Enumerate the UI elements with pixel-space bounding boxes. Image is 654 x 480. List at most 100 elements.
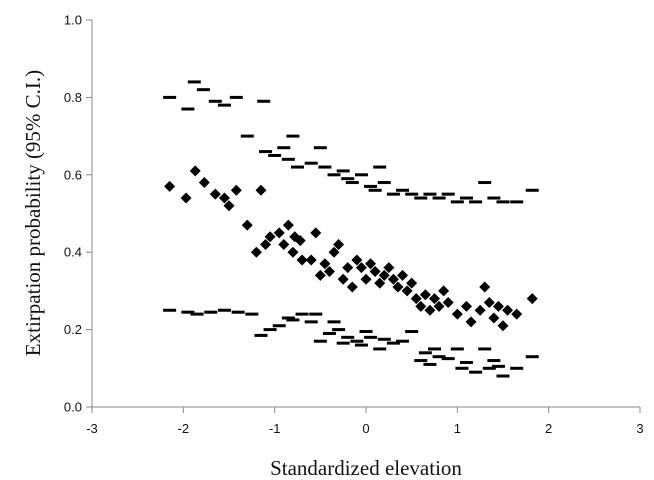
lower-ci-mark (295, 312, 309, 316)
estimate-point (360, 273, 372, 285)
x-tick-label: 1 (454, 421, 461, 436)
upper-ci-mark (187, 80, 201, 84)
estimate-point (497, 320, 509, 332)
estimate-point (346, 281, 358, 293)
estimate-point (460, 300, 472, 312)
upper-ci-mark (208, 99, 222, 103)
data-marks (163, 80, 539, 378)
upper-ci-mark (257, 99, 271, 103)
estimate-point (223, 200, 235, 212)
upper-ci-mark (478, 181, 492, 185)
upper-ci-mark (291, 165, 304, 169)
estimate-point (328, 246, 340, 258)
upper-ci-mark (364, 184, 378, 188)
estimate-point (387, 273, 399, 285)
lower-ci-mark (190, 312, 204, 316)
x-tick-label: -2 (178, 421, 190, 436)
lower-ci-mark (286, 318, 300, 322)
y-axis-title: Extirpation probability (95% C.I.) (21, 70, 45, 356)
estimate-point (406, 277, 418, 289)
estimate-point (415, 300, 427, 312)
estimate-point (305, 254, 317, 266)
upper-ci-mark (304, 161, 318, 165)
x-tick-label: 0 (362, 421, 369, 436)
estimate-point (442, 297, 454, 309)
estimate-point (296, 254, 308, 266)
upper-ci-mark (277, 146, 291, 150)
upper-ci-mark (181, 107, 195, 111)
lower-ci-mark (313, 339, 327, 343)
x-axis-title: Standardized elevation (270, 456, 462, 480)
estimate-point (314, 269, 326, 281)
estimate-point (255, 184, 267, 196)
lower-ci-mark (496, 374, 510, 378)
lower-ci-mark (373, 347, 387, 351)
lower-ci-mark (354, 343, 368, 347)
y-tick-label: 1.0 (64, 13, 82, 28)
upper-ci-mark (432, 196, 446, 200)
estimate-point (278, 238, 290, 250)
estimate-point (260, 238, 272, 250)
estimate-point (488, 312, 500, 324)
upper-ci-mark (259, 150, 273, 154)
upper-ci-mark (336, 169, 350, 173)
estimate-point (511, 308, 523, 320)
lower-ci-mark (386, 341, 400, 345)
y-tick-label: 0.0 (64, 400, 82, 415)
upper-ci-mark (373, 165, 387, 169)
estimate-point (483, 297, 495, 309)
lower-ci-mark (450, 347, 464, 351)
estimate-point (383, 262, 395, 274)
upper-ci-mark (368, 188, 382, 192)
lower-ci-mark (350, 339, 364, 343)
upper-ci-mark (450, 200, 464, 204)
x-tick-label: -3 (86, 421, 98, 436)
estimate-point (397, 269, 409, 281)
lower-ci-mark (482, 366, 496, 370)
lower-ci-mark (231, 310, 245, 314)
upper-ci-mark (327, 173, 341, 177)
estimate-point (410, 293, 422, 305)
estimate-point (401, 285, 413, 297)
lower-ci-mark (245, 312, 259, 316)
lower-ci-mark (322, 331, 336, 335)
upper-ci-mark (318, 165, 332, 169)
upper-ci-mark (313, 146, 327, 150)
lower-ci-mark (414, 359, 428, 363)
estimate-point (337, 273, 349, 285)
estimate-point (294, 235, 306, 247)
lower-ci-mark (359, 330, 373, 334)
lower-ci-mark (418, 351, 432, 355)
lower-ci-mark (254, 333, 268, 337)
estimate-point (319, 258, 331, 270)
estimate-point (492, 300, 504, 312)
lower-ci-mark (469, 370, 483, 374)
lower-ci-mark (341, 335, 355, 339)
upper-ci-mark (354, 173, 368, 177)
estimate-point (264, 231, 276, 243)
estimate-point (209, 188, 221, 200)
lower-ci-mark (281, 316, 295, 320)
upper-ci-mark (268, 153, 282, 157)
estimate-point (342, 262, 354, 274)
estimate-point (392, 281, 404, 293)
axes (91, 20, 640, 408)
estimate-point (198, 177, 210, 189)
lower-ci-mark (525, 355, 539, 359)
estimate-point (429, 293, 440, 305)
lower-ci-mark (327, 320, 341, 324)
estimate-point (474, 304, 486, 316)
lower-ci-mark (455, 366, 469, 370)
estimate-point (369, 266, 381, 278)
upper-ci-mark (345, 181, 359, 185)
estimate-point (374, 277, 386, 289)
x-tick-label: 2 (545, 421, 552, 436)
estimate-point (164, 180, 176, 192)
upper-ci-mark (396, 188, 410, 192)
lower-ci-mark (181, 310, 195, 314)
upper-ci-mark (377, 181, 391, 185)
estimate-point (355, 262, 367, 274)
lower-ci-mark (491, 364, 505, 368)
lower-ci-mark (163, 308, 177, 312)
lower-ci-mark (432, 355, 446, 359)
